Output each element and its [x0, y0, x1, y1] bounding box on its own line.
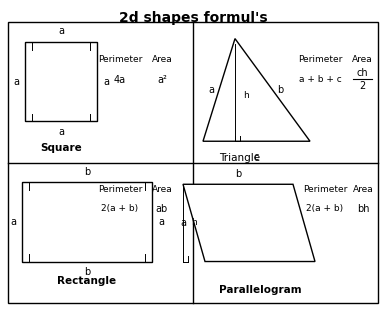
Text: c: c: [254, 152, 259, 162]
Text: Area: Area: [353, 185, 373, 194]
Text: a: a: [103, 77, 109, 87]
Text: h: h: [243, 91, 249, 100]
Bar: [25, 42, 97, 121]
Text: b: b: [84, 267, 90, 277]
Polygon shape: [183, 184, 315, 261]
Text: Square: Square: [40, 143, 82, 154]
Bar: [22, 182, 152, 261]
Polygon shape: [203, 39, 310, 141]
Text: a: a: [158, 217, 164, 227]
Text: a: a: [208, 85, 214, 95]
Text: a: a: [10, 217, 16, 227]
Text: Area: Area: [152, 55, 173, 64]
Text: b: b: [235, 169, 241, 179]
Text: a + b + c: a + b + c: [299, 75, 341, 84]
Text: b: b: [84, 166, 90, 177]
Text: Area: Area: [152, 185, 173, 194]
Text: 4a: 4a: [114, 75, 126, 85]
Bar: [8, 22, 378, 303]
Text: Area: Area: [352, 55, 372, 64]
Text: Parallelogram: Parallelogram: [219, 285, 301, 295]
Text: bh: bh: [357, 204, 369, 214]
Text: 2(a + b): 2(a + b): [102, 204, 139, 213]
Text: Perimeter: Perimeter: [98, 185, 142, 194]
Text: a: a: [58, 27, 64, 36]
Text: b: b: [278, 85, 284, 95]
Text: Perimeter: Perimeter: [98, 55, 142, 64]
Text: ab: ab: [156, 204, 168, 214]
Text: 2: 2: [359, 81, 365, 91]
Text: a: a: [180, 218, 186, 228]
Text: 2(a + b): 2(a + b): [306, 204, 344, 213]
Text: h: h: [191, 218, 197, 228]
Text: Rectangle: Rectangle: [58, 276, 117, 286]
Text: 2d shapes formul's: 2d shapes formul's: [119, 11, 267, 25]
Text: a: a: [58, 127, 64, 137]
Text: Perimeter: Perimeter: [298, 55, 342, 64]
Text: ch: ch: [356, 68, 368, 78]
Text: Triangle: Triangle: [219, 153, 261, 164]
Text: a: a: [13, 77, 19, 87]
Text: a²: a²: [157, 75, 167, 85]
Text: Perimeter: Perimeter: [303, 185, 347, 194]
